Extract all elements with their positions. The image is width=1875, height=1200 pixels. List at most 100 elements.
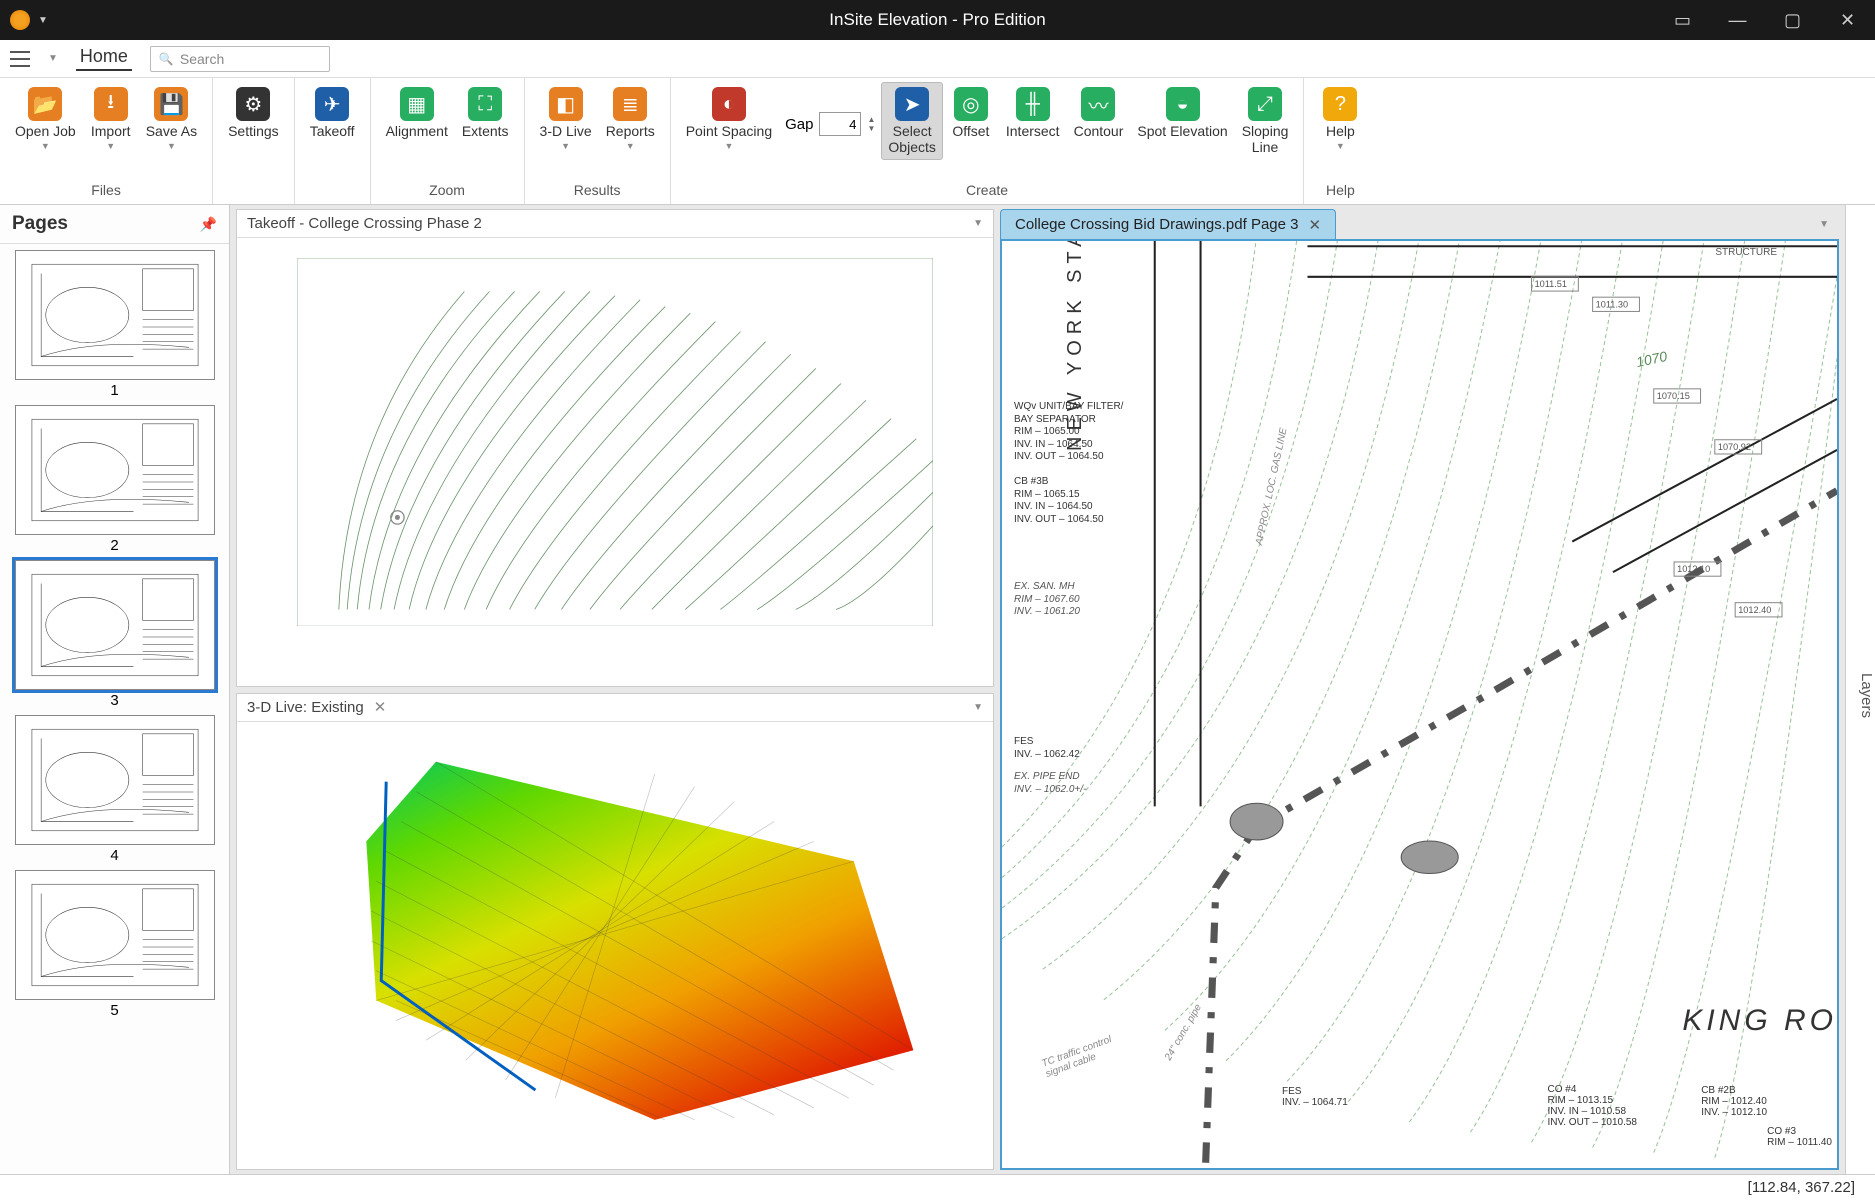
takeoff-view[interactable] (237, 238, 993, 686)
co3-note: CO #3RIM – 1011.40 (1767, 1126, 1832, 1148)
spot-elevation-label: Spot Elevation (1137, 123, 1227, 139)
alignment-button[interactable]: ▦ Alignment (379, 82, 455, 144)
svg-text:1070.15: 1070.15 (1657, 391, 1690, 401)
settings-label: Settings (228, 123, 279, 139)
takeoff-button[interactable]: ✈ Takeoff (303, 82, 362, 144)
sloping-line-icon: ⤢ (1248, 87, 1282, 121)
page-thumbnail-number: 5 (8, 1000, 221, 1025)
page-thumbnail-number: 2 (8, 535, 221, 560)
point-spacing-icon: ◐ (712, 87, 746, 121)
gap-input[interactable] (819, 112, 861, 136)
3d-live-button[interactable]: ◧3-D Live▼ (533, 82, 599, 156)
3d-live-label: 3-D Live (540, 123, 592, 139)
contour-label: Contour (1074, 123, 1124, 139)
pages-list[interactable]: 12345 (0, 244, 229, 1174)
alignment-icon: ▦ (400, 87, 434, 121)
3d-live-menu-icon[interactable]: ▼ (973, 702, 983, 713)
contour-button[interactable]: 〰 Contour (1067, 82, 1131, 144)
coords-readout: [112.84, 367.22] (1748, 1179, 1855, 1196)
page-thumbnail-number: 3 (8, 690, 221, 715)
page-thumbnail[interactable] (15, 560, 215, 690)
select-objects-button[interactable]: ➤ SelectObjects (881, 82, 942, 160)
gap-up-icon[interactable]: ▲ (867, 115, 875, 124)
intersect-label: Intersect (1006, 123, 1060, 139)
pipe-note: EX. PIPE ENDINV. – 1062.0+/- (1014, 771, 1086, 796)
reports-icon: ≣ (613, 87, 647, 121)
save-as-button[interactable]: 💾Save As▼ (139, 82, 204, 156)
folder-open-icon: 📂 (28, 87, 62, 121)
fes2-note: FESINV. – 1064.71 (1282, 1086, 1348, 1108)
3d-live-view[interactable] (237, 722, 993, 1170)
offset-button[interactable]: ◎Offset (943, 82, 999, 144)
svg-text:1070.92: 1070.92 (1718, 442, 1751, 452)
page-thumbnail-number: 1 (8, 380, 221, 405)
layers-tab[interactable]: Layers (1845, 205, 1875, 1174)
document-tab-menu-icon[interactable]: ▼ (1819, 219, 1829, 230)
app-icon (10, 10, 30, 30)
fes1-note: FESINV. – 1062.42 (1014, 736, 1080, 761)
help-button[interactable]: ?Help▼ (1312, 82, 1368, 156)
intersect-button[interactable]: ╫ Intersect (999, 82, 1067, 144)
point-spacing-label: Point Spacing (686, 123, 772, 139)
san-note: EX. SAN. MHRIM – 1067.60INV. – 1061.20 (1014, 581, 1080, 619)
maximize-icon[interactable]: ▢ (1765, 0, 1820, 40)
extents-icon: ⛶ (468, 87, 502, 121)
structure-label: STRUCTURE (1715, 247, 1777, 258)
layout-icon[interactable] (10, 51, 30, 67)
import-label: Import (91, 123, 131, 139)
close-icon[interactable]: ✕ (1820, 0, 1875, 40)
page-thumbnail[interactable] (15, 250, 215, 380)
document-tab-close-icon[interactable]: ✕ (1308, 216, 1321, 234)
help-icon: ? (1323, 87, 1357, 121)
alignment-label: Alignment (386, 123, 448, 139)
cursor-icon: ➤ (895, 87, 929, 121)
pin-icon[interactable]: 📌 (200, 216, 217, 233)
page-thumbnail[interactable] (15, 405, 215, 535)
search-input[interactable]: Search (150, 46, 330, 72)
3d-live-close-icon[interactable]: ✕ (374, 698, 387, 716)
save-as-label: Save As (146, 123, 197, 139)
reports-button[interactable]: ≣Reports▼ (599, 82, 662, 156)
tab-home[interactable]: Home (76, 46, 132, 71)
app-menu-dropdown[interactable]: ▼ (38, 15, 48, 26)
drawing-view[interactable]: 1011.51 1011.30 1070.15 1070.92 1012.10 … (1000, 239, 1839, 1170)
import-icon: ⭳ (94, 87, 128, 121)
plane-icon: ✈ (315, 87, 349, 121)
page-thumbnail[interactable] (15, 715, 215, 845)
help-label: Help (1326, 123, 1355, 139)
takeoff-menu-icon[interactable]: ▼ (973, 218, 983, 229)
sloping-line-button[interactable]: ⤢SlopingLine (1235, 82, 1296, 160)
contour-icon: 〰 (1081, 87, 1115, 121)
svg-text:1011.51: 1011.51 (1535, 279, 1567, 289)
offset-label: Offset (952, 123, 989, 139)
3d-live-panel: 3-D Live: Existing ✕ ▼ (236, 693, 994, 1171)
sloping-line-label1: Sloping (1242, 123, 1289, 139)
document-tab[interactable]: College Crossing Bid Drawings.pdf Page 3… (1000, 209, 1336, 239)
svg-text:1011.30: 1011.30 (1596, 299, 1628, 309)
cb3b-note: CB #3BRIM – 1065.15INV. IN – 1064.50INV.… (1014, 476, 1104, 526)
ribbon: 📂Open Job▼ ⭳Import▼ 💾Save As▼ Files ⚙Set… (0, 78, 1875, 205)
settings-button[interactable]: ⚙Settings (221, 82, 286, 144)
minimize-icon[interactable]: — (1710, 0, 1765, 40)
layers-label: Layers (1858, 673, 1875, 718)
window-snap-icon[interactable]: ▭ (1655, 0, 1710, 40)
group-results-label: Results (525, 178, 670, 204)
open-job-button[interactable]: 📂Open Job▼ (8, 82, 83, 156)
extents-button[interactable]: ⛶Extents (455, 82, 516, 144)
layout-dropdown-icon[interactable]: ▼ (48, 53, 58, 64)
group-files-label: Files (0, 178, 212, 204)
title-bar: ▼ InSite Elevation - Pro Edition ▭ — ▢ ✕ (0, 0, 1875, 40)
import-button[interactable]: ⭳Import▼ (83, 82, 139, 156)
group-create-label: Create (671, 178, 1304, 204)
spot-elevation-icon: ◒ (1166, 87, 1200, 121)
page-thumbnail[interactable] (15, 870, 215, 1000)
gap-down-icon[interactable]: ▼ (867, 124, 875, 133)
intersect-icon: ╫ (1016, 87, 1050, 121)
pages-title: Pages (12, 213, 68, 235)
select-objects-label2: Objects (888, 139, 935, 155)
select-objects-label1: Select (893, 123, 932, 139)
spot-elevation-button[interactable]: ◒ Spot Elevation (1130, 82, 1234, 144)
point-spacing-button[interactable]: ◐Point Spacing▼ (679, 82, 779, 156)
open-job-label: Open Job (15, 123, 76, 139)
takeoff-label: Takeoff (310, 123, 355, 139)
